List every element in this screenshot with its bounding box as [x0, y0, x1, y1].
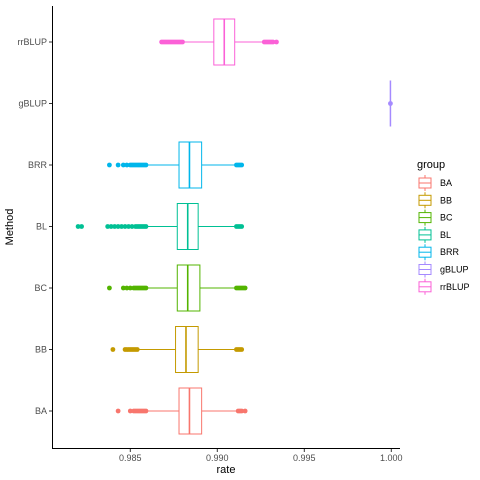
legend-item-BRR: BRR	[418, 244, 460, 261]
outlier-point	[274, 39, 279, 45]
box-gBLUP	[388, 80, 393, 127]
outlier-point	[120, 162, 126, 168]
y-axis-title: Method	[4, 209, 16, 246]
outlier-point	[124, 285, 130, 291]
legend-label: BRR	[440, 247, 460, 257]
y-tick-label: BL	[36, 222, 47, 232]
box-BRR	[107, 141, 245, 189]
plot-area	[75, 18, 393, 435]
outlier-point	[127, 408, 133, 414]
x-axis-title: rate	[217, 464, 236, 476]
outlier-point	[239, 347, 245, 352]
outlier-point	[242, 408, 248, 414]
outlier-point	[134, 347, 140, 352]
outlier-point	[115, 162, 121, 168]
legend-item-BB: BB	[418, 192, 452, 209]
box-iqr	[175, 326, 199, 373]
legend-item-gBLUP: gBLUP	[418, 261, 469, 278]
y-tick-label: BB	[35, 345, 47, 355]
y-tick-label: rrBLUP	[17, 37, 47, 47]
outlier-point	[143, 285, 149, 291]
outlier-point	[143, 162, 149, 168]
box-BB	[110, 326, 245, 373]
outlier-point	[120, 285, 126, 291]
outlier-point	[124, 162, 130, 168]
outlier-point	[108, 224, 114, 229]
outlier-point	[107, 285, 112, 291]
outlier-point	[110, 347, 116, 352]
outlier-point	[79, 224, 84, 229]
legend-label: rrBLUP	[440, 282, 470, 292]
box-iqr	[178, 387, 203, 435]
outlier-point	[105, 224, 111, 229]
axes	[52, 6, 400, 449]
legend-label: BC	[440, 213, 453, 223]
outlier-point	[129, 224, 135, 229]
legend-item-BC: BC	[418, 209, 453, 226]
outlier-point	[239, 162, 245, 168]
outlier-point	[180, 39, 185, 45]
outlier-point	[143, 224, 149, 229]
x-tick-label: 0.990	[206, 453, 229, 463]
legend-label: BA	[440, 178, 452, 188]
legend-label: BL	[440, 230, 451, 240]
box-BC	[107, 264, 248, 312]
box-BA	[115, 387, 248, 435]
outlier-point	[119, 224, 124, 229]
y-tick-label: BC	[34, 283, 47, 293]
legend-title: group	[417, 159, 445, 171]
outlier-point	[388, 101, 393, 106]
outlier-point	[112, 224, 118, 229]
legend-item-BL: BL	[418, 226, 451, 243]
outlier-point	[127, 285, 133, 291]
legend-item-rrBLUP: rrBLUP	[418, 278, 470, 295]
legend-item-BA: BA	[418, 175, 452, 191]
outlier-point	[143, 408, 149, 414]
outlier-point	[126, 224, 131, 229]
outlier-point	[75, 224, 81, 229]
outlier-point	[107, 162, 112, 168]
box-iqr	[178, 141, 203, 189]
y-tick-label: gBLUP	[18, 99, 47, 109]
outlier-point	[122, 224, 128, 229]
x-tick-label: 0.985	[119, 453, 142, 463]
box-iqr	[176, 264, 201, 312]
x-tick-label: 0.995	[293, 453, 316, 463]
outlier-point	[115, 408, 121, 414]
outlier-point	[239, 224, 245, 229]
legend-label: gBLUP	[440, 265, 469, 275]
y-tick-label: BRR	[28, 160, 48, 170]
box-BL	[75, 203, 245, 250]
outlier-point	[115, 224, 121, 229]
outlier-point	[270, 39, 276, 45]
box-rrBLUP	[159, 18, 279, 66]
y-tick-label: BA	[35, 406, 47, 416]
legend: group BA BB BC BL BRR gBLUP rrBLUP	[417, 159, 470, 295]
x-tick-label: 1.000	[380, 453, 403, 463]
ticks: 0.985 0.990 0.995 1.000 BA BB BC BL BRR gBLUP rrBL…	[17, 37, 402, 463]
outlier-point	[242, 285, 248, 291]
outlier-point	[239, 408, 245, 414]
legend-label: BB	[440, 195, 452, 205]
